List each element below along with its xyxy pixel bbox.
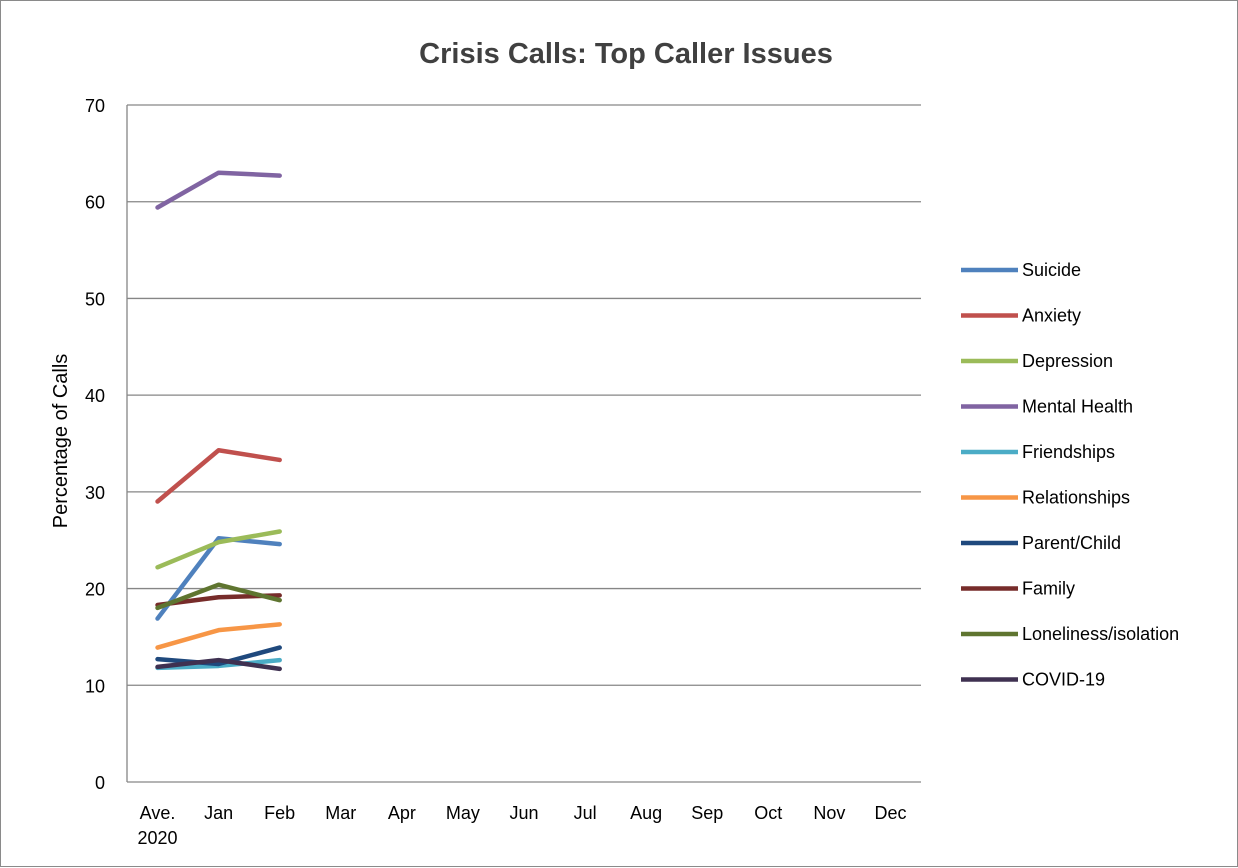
series-line-suicide <box>155 536 282 621</box>
x-tick-label: Feb <box>264 803 295 823</box>
legend-label: Relationships <box>1022 488 1130 508</box>
x-tick-label-line: Mar <box>325 803 356 823</box>
legend-label: Loneliness/isolation <box>1022 624 1179 644</box>
chart-title: Crisis Calls: Top Caller Issues <box>419 38 833 70</box>
y-tick-label: 10 <box>85 676 105 696</box>
x-tick-label-line: May <box>446 803 480 823</box>
x-tick-label: Jul <box>574 803 597 823</box>
gridlines <box>126 104 921 783</box>
x-tick-label-line: Jun <box>509 803 538 823</box>
series-lines <box>155 170 282 672</box>
y-tick-label: 40 <box>85 386 105 406</box>
y-axis-ticks: 0 10 20 30 40 50 60 70 <box>85 96 105 793</box>
legend-label: Friendships <box>1022 442 1115 462</box>
y-tick-label: 70 <box>85 96 105 116</box>
y-tick-label: 20 <box>85 580 105 600</box>
legend: Suicide Anxiety Depression Mental Health Fri… <box>961 260 1179 690</box>
series-line-anxiety <box>155 448 282 504</box>
x-tick-label: Aug <box>630 803 662 823</box>
x-tick-label: Oct <box>754 803 782 823</box>
y-tick-label: 0 <box>95 773 105 793</box>
x-tick-label-line: Jul <box>574 803 597 823</box>
x-tick-label-line: Apr <box>388 803 416 823</box>
x-tick-label: Dec <box>874 803 906 823</box>
x-tick-label-line: Dec <box>874 803 906 823</box>
x-tick-label-line: 2020 <box>138 828 178 848</box>
x-tick-label: Nov <box>813 803 845 823</box>
series-line-loneliness-isolation <box>155 582 282 611</box>
series-line-mental-health <box>155 170 282 210</box>
x-tick-label: Sep <box>691 803 723 823</box>
x-tick-label-line: Nov <box>813 803 845 823</box>
x-tick-label-line: Ave. <box>140 803 176 823</box>
x-tick-label: May <box>446 803 480 823</box>
y-tick-label: 50 <box>85 289 105 309</box>
x-tick-label-line: Jan <box>204 803 233 823</box>
series-line-relationships <box>155 622 282 650</box>
legend-label: Anxiety <box>1022 306 1081 326</box>
x-tick-label: Jan <box>204 803 233 823</box>
series-line-parent-child <box>155 645 282 667</box>
x-tick-label: Jun <box>509 803 538 823</box>
x-tick-label-line: Aug <box>630 803 662 823</box>
x-tick-label-line: Feb <box>264 803 295 823</box>
x-tick-label: Ave. 2020 <box>138 803 178 848</box>
x-tick-label: Mar <box>325 803 356 823</box>
legend-label: Family <box>1022 579 1075 599</box>
x-tick-label-line: Sep <box>691 803 723 823</box>
y-tick-label: 30 <box>85 483 105 503</box>
legend-label: Parent/Child <box>1022 533 1121 553</box>
x-tick-label: Apr <box>388 803 416 823</box>
legend-label: Depression <box>1022 351 1113 371</box>
y-axis-title: Percentage of Calls <box>50 354 72 529</box>
series-line-covid-19 <box>155 657 282 672</box>
legend-label: COVID-19 <box>1022 670 1105 690</box>
x-axis-ticks: Ave. 2020 Jan Feb Mar Apr May Jun Jul Aug Sep Oct No… <box>138 803 907 848</box>
y-tick-label: 60 <box>85 193 105 213</box>
series-line-depression <box>155 529 282 570</box>
x-tick-label-line: Oct <box>754 803 782 823</box>
legend-label: Mental Health <box>1022 397 1133 417</box>
legend-label: Suicide <box>1022 260 1081 280</box>
